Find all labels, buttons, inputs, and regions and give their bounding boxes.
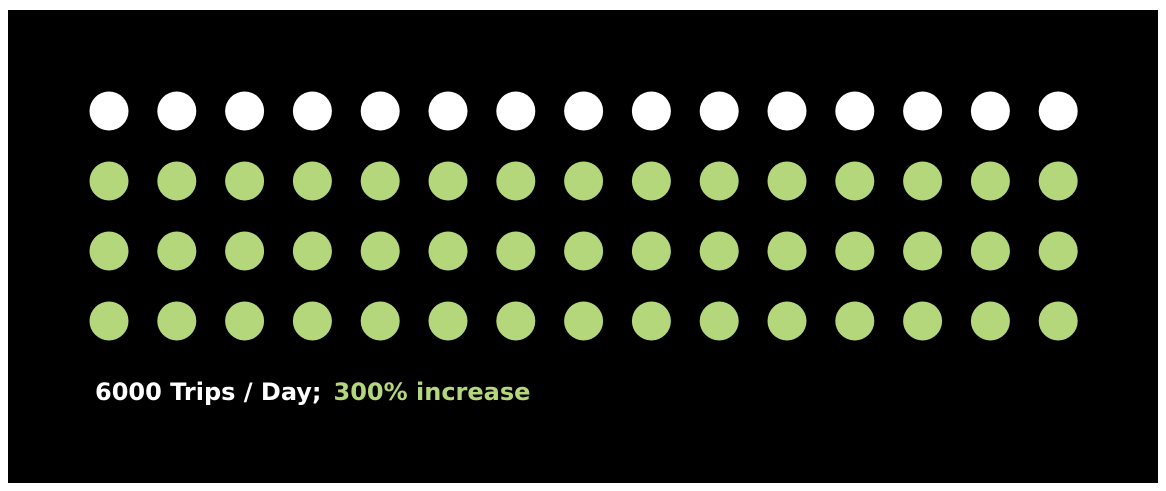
dot-row-3-col-13 bbox=[903, 231, 943, 271]
dot-row-4-col-5 bbox=[360, 301, 400, 341]
dot-row-3-col-9 bbox=[631, 231, 671, 271]
dot-row-3-col-3 bbox=[225, 231, 265, 271]
dot-row-2-col-5 bbox=[360, 161, 400, 201]
dot-row-3-col-1 bbox=[89, 231, 129, 271]
caption-increase: 300% increase bbox=[333, 378, 531, 406]
dot-row-1-col-12 bbox=[835, 91, 875, 131]
dot-row-4-col-13 bbox=[903, 301, 943, 341]
dot-row-1-col-10 bbox=[699, 91, 739, 131]
dot-row-2-col-1 bbox=[89, 161, 129, 201]
dot-row-3-col-5 bbox=[360, 231, 400, 271]
dot-row-1-col-1 bbox=[89, 91, 129, 131]
dot-row-1-col-13 bbox=[903, 91, 943, 131]
dot-row-4-col-11 bbox=[767, 301, 807, 341]
dot-row-4-col-3 bbox=[225, 301, 265, 341]
chart-panel: 6000 Trips / Day; 300% increase bbox=[8, 10, 1158, 483]
dot-row-4-col-8 bbox=[564, 301, 604, 341]
dot-grid bbox=[89, 91, 1078, 341]
dot-row-4-col-1 bbox=[89, 301, 129, 341]
dot-row-2-col-6 bbox=[428, 161, 468, 201]
dot-row-2-col-11 bbox=[767, 161, 807, 201]
dot-row-4-col-15 bbox=[1038, 301, 1078, 341]
dot-row-4-col-9 bbox=[631, 301, 671, 341]
dot-row-3-col-4 bbox=[292, 231, 332, 271]
dot-row-3-col-8 bbox=[564, 231, 604, 271]
dot-row-4-col-7 bbox=[496, 301, 536, 341]
dot-row-1-col-14 bbox=[970, 91, 1010, 131]
dot-row-3-col-7 bbox=[496, 231, 536, 271]
dot-row-2-col-2 bbox=[157, 161, 197, 201]
dot-row-1-col-8 bbox=[564, 91, 604, 131]
dot-row-1-col-6 bbox=[428, 91, 468, 131]
dot-row-2-col-12 bbox=[835, 161, 875, 201]
dot-row-1-col-11 bbox=[767, 91, 807, 131]
dot-row-1-col-5 bbox=[360, 91, 400, 131]
dot-row-2-col-4 bbox=[292, 161, 332, 201]
dot-row-2-col-8 bbox=[564, 161, 604, 201]
dot-row-4-col-14 bbox=[970, 301, 1010, 341]
dot-row-2-col-7 bbox=[496, 161, 536, 201]
dot-row-3-col-11 bbox=[767, 231, 807, 271]
dot-row-2-col-13 bbox=[903, 161, 943, 201]
dot-row-1-col-15 bbox=[1038, 91, 1078, 131]
dot-row-3-col-12 bbox=[835, 231, 875, 271]
dot-row-3-col-10 bbox=[699, 231, 739, 271]
dot-row-1-col-4 bbox=[292, 91, 332, 131]
dot-row-1-col-9 bbox=[631, 91, 671, 131]
dot-row-1-col-3 bbox=[225, 91, 265, 131]
caption-trips-per-day: 6000 Trips / Day; bbox=[95, 378, 322, 406]
dot-row-2-col-9 bbox=[631, 161, 671, 201]
dot-row-1-col-2 bbox=[157, 91, 197, 131]
dot-row-4-col-4 bbox=[292, 301, 332, 341]
dot-row-4-col-6 bbox=[428, 301, 468, 341]
dot-row-4-col-12 bbox=[835, 301, 875, 341]
dot-row-2-col-3 bbox=[225, 161, 265, 201]
dot-row-3-col-15 bbox=[1038, 231, 1078, 271]
dot-row-1-col-7 bbox=[496, 91, 536, 131]
dot-row-4-col-2 bbox=[157, 301, 197, 341]
dot-row-3-col-2 bbox=[157, 231, 197, 271]
dot-row-3-col-6 bbox=[428, 231, 468, 271]
dot-row-3-col-14 bbox=[970, 231, 1010, 271]
dot-row-4-col-10 bbox=[699, 301, 739, 341]
dot-row-2-col-14 bbox=[970, 161, 1010, 201]
dot-row-2-col-15 bbox=[1038, 161, 1078, 201]
dot-row-2-col-10 bbox=[699, 161, 739, 201]
caption: 6000 Trips / Day; 300% increase bbox=[95, 372, 530, 412]
